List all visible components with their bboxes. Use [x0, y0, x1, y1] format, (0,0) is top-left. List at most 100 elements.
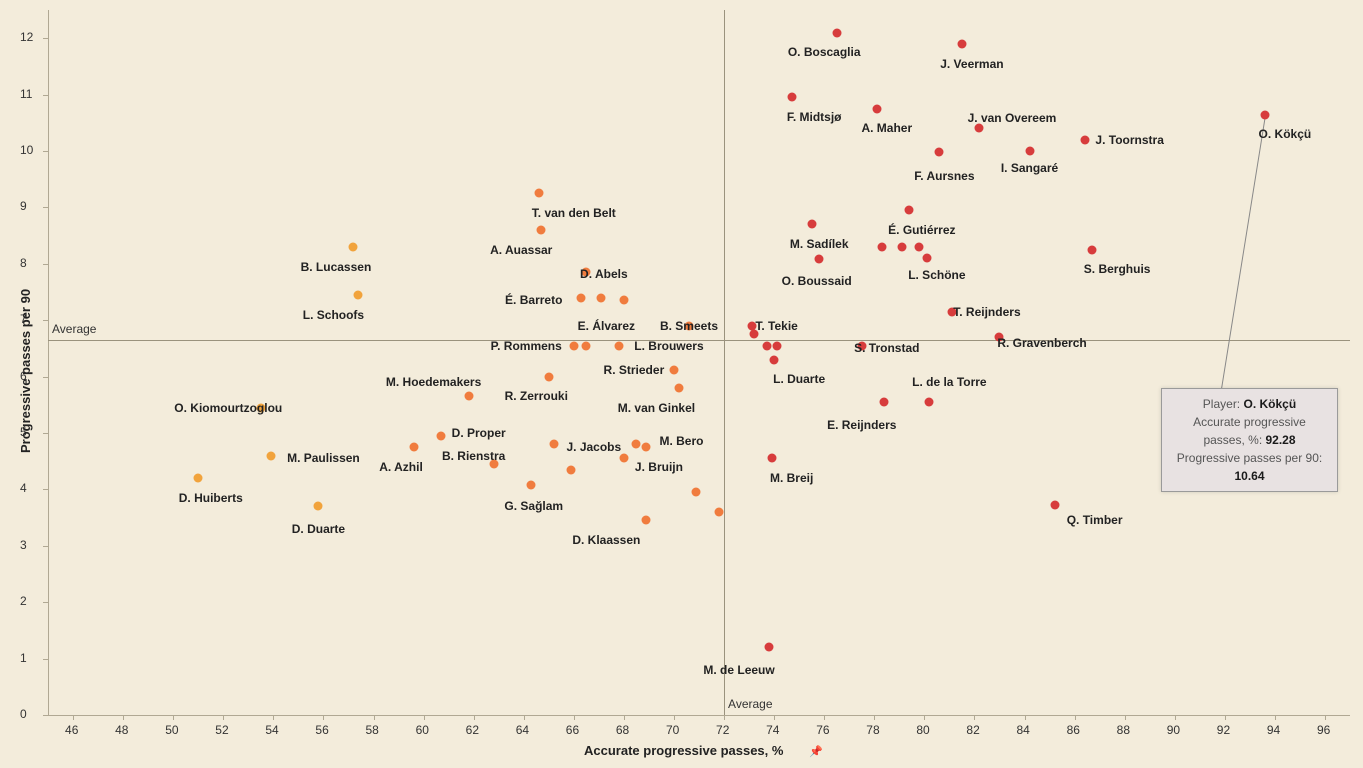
x-tick-label: 62	[466, 723, 479, 737]
data-point[interactable]	[935, 148, 944, 157]
data-point[interactable]	[549, 440, 558, 449]
point-label: A. Auassar	[490, 243, 552, 257]
x-tick	[273, 715, 274, 720]
data-point[interactable]	[1080, 135, 1089, 144]
data-point[interactable]	[577, 293, 586, 302]
point-label: G. Sağlam	[504, 499, 563, 513]
data-point[interactable]	[1050, 501, 1059, 510]
point-label: T. Tekie	[755, 319, 797, 333]
data-point[interactable]	[256, 403, 265, 412]
point-label: E. Reijnders	[827, 418, 896, 432]
data-point[interactable]	[770, 355, 779, 364]
y-tick	[43, 715, 48, 716]
data-point[interactable]	[537, 225, 546, 234]
data-point[interactable]	[632, 440, 641, 449]
tooltip-player-name: O. Kökçü	[1244, 397, 1297, 411]
data-point[interactable]	[880, 397, 889, 406]
data-point[interactable]	[762, 341, 771, 350]
x-tick	[424, 715, 425, 720]
data-point[interactable]	[619, 454, 628, 463]
point-label: T. van den Belt	[532, 206, 616, 220]
data-point[interactable]	[314, 502, 323, 511]
data-point[interactable]	[642, 443, 651, 452]
avg-label-y: Average	[52, 322, 96, 336]
data-point[interactable]	[772, 341, 781, 350]
data-point[interactable]	[832, 28, 841, 37]
data-point[interactable]	[897, 242, 906, 251]
tooltip-leader-line	[1221, 115, 1266, 388]
data-point[interactable]	[750, 330, 759, 339]
data-point[interactable]	[569, 341, 578, 350]
y-tick-label: 8	[20, 256, 27, 270]
data-point[interactable]	[266, 451, 275, 460]
x-tick	[574, 715, 575, 720]
data-point[interactable]	[995, 333, 1004, 342]
data-point[interactable]	[857, 341, 866, 350]
x-axis-line	[48, 715, 1350, 716]
data-point[interactable]	[527, 481, 536, 490]
data-point[interactable]	[1260, 110, 1269, 119]
x-tick-label: 52	[215, 723, 228, 737]
data-point[interactable]	[765, 643, 774, 652]
data-point[interactable]	[684, 321, 693, 330]
data-point[interactable]	[1025, 147, 1034, 156]
y-tick	[43, 320, 48, 321]
x-tick	[1175, 715, 1176, 720]
x-tick-label: 90	[1167, 723, 1180, 737]
data-point[interactable]	[567, 465, 576, 474]
y-tick-label: 2	[20, 594, 27, 608]
data-point[interactable]	[544, 372, 553, 381]
data-point[interactable]	[614, 341, 623, 350]
data-point[interactable]	[692, 488, 701, 497]
data-point[interactable]	[489, 460, 498, 469]
data-point[interactable]	[905, 206, 914, 215]
data-point[interactable]	[947, 307, 956, 316]
data-point[interactable]	[715, 507, 724, 516]
x-tick-label: 78	[866, 723, 879, 737]
data-point[interactable]	[975, 124, 984, 133]
data-point[interactable]	[534, 189, 543, 198]
data-point[interactable]	[957, 39, 966, 48]
y-tick	[43, 151, 48, 152]
data-point[interactable]	[807, 220, 816, 229]
y-tick-label: 10	[20, 143, 33, 157]
point-label: M. Bero	[659, 434, 703, 448]
data-point[interactable]	[619, 296, 628, 305]
data-point[interactable]	[877, 242, 886, 251]
data-point[interactable]	[922, 254, 931, 263]
data-point[interactable]	[1088, 245, 1097, 254]
data-point[interactable]	[872, 104, 881, 113]
data-point[interactable]	[464, 392, 473, 401]
data-point[interactable]	[642, 516, 651, 525]
data-point[interactable]	[915, 242, 924, 251]
data-point[interactable]	[409, 443, 418, 452]
x-tick-label: 74	[766, 723, 779, 737]
point-label: M. de Leeuw	[703, 663, 774, 677]
x-tick	[323, 715, 324, 720]
data-point[interactable]	[674, 383, 683, 392]
x-tick-label: 72	[716, 723, 729, 737]
data-point[interactable]	[354, 290, 363, 299]
data-point[interactable]	[925, 397, 934, 406]
data-point[interactable]	[597, 293, 606, 302]
x-tick	[1125, 715, 1126, 720]
point-label: A. Maher	[861, 121, 912, 135]
data-point[interactable]	[787, 93, 796, 102]
data-point[interactable]	[437, 431, 446, 440]
data-point[interactable]	[767, 454, 776, 463]
data-point[interactable]	[582, 341, 591, 350]
data-point[interactable]	[669, 365, 678, 374]
data-point[interactable]	[815, 255, 824, 264]
data-point[interactable]	[582, 268, 591, 277]
x-tick	[774, 715, 775, 720]
point-label: E. Álvarez	[578, 319, 635, 333]
y-tick	[43, 377, 48, 378]
data-point[interactable]	[194, 474, 203, 483]
y-tick	[43, 433, 48, 434]
data-point[interactable]	[349, 242, 358, 251]
x-tick	[874, 715, 875, 720]
point-label: O. Kiomourtzoglou	[174, 401, 282, 415]
x-tick-label: 54	[265, 723, 278, 737]
x-tick	[924, 715, 925, 720]
x-tick	[1225, 715, 1226, 720]
